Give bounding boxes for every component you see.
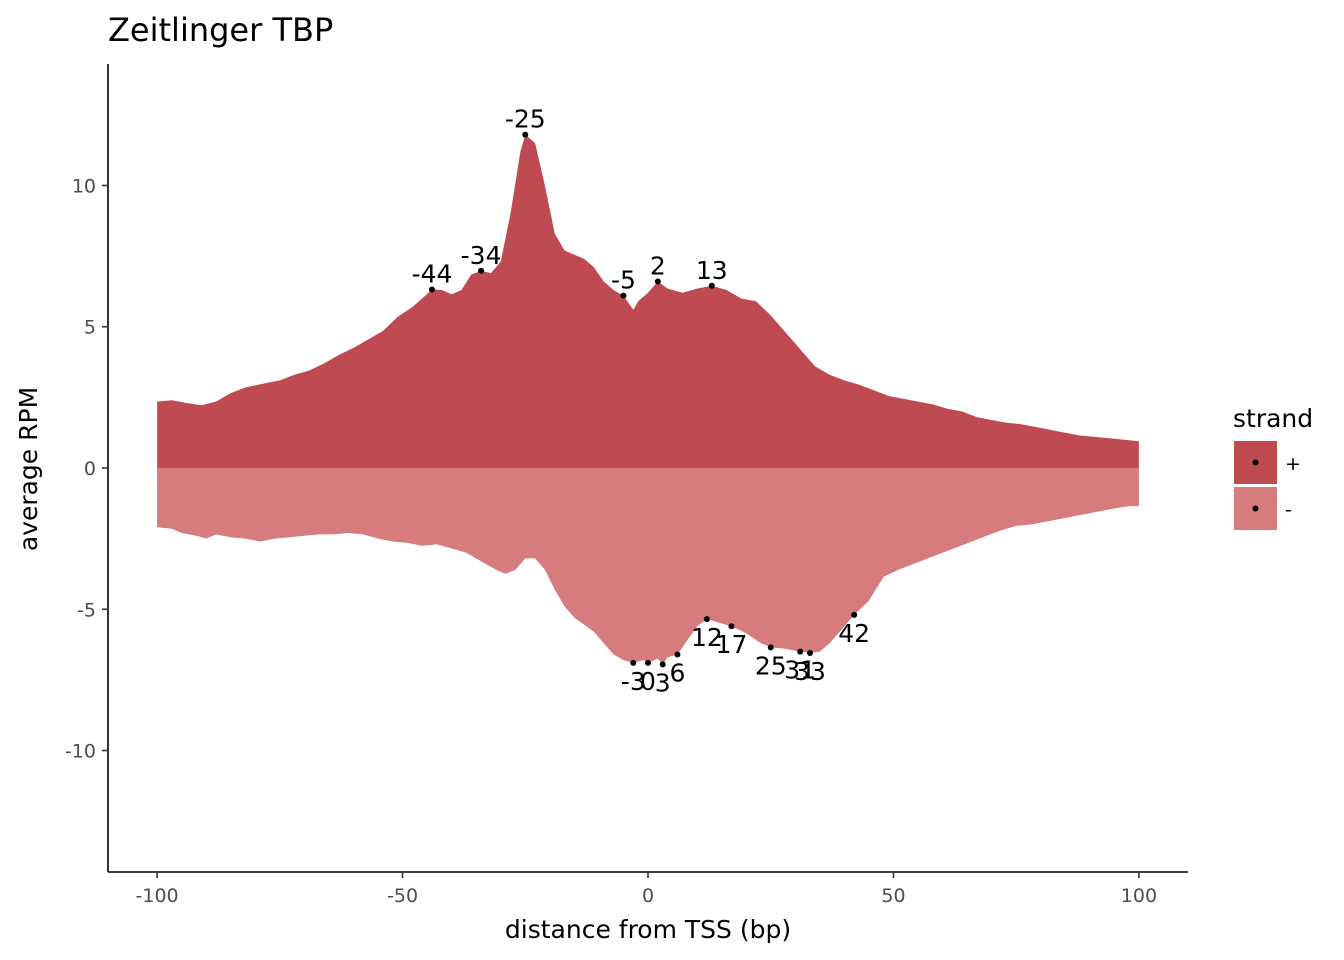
x-tick-label: -50 [387, 885, 418, 907]
plot-areas [157, 134, 1139, 665]
peak-point [807, 650, 813, 657]
peak-point [630, 659, 637, 666]
peak-point [797, 648, 804, 655]
legend-key-point [1252, 505, 1259, 512]
peak-label: 42 [838, 619, 870, 648]
peak-point [767, 644, 774, 651]
y-tick-label: 0 [84, 458, 96, 480]
peak-label: 6 [670, 658, 686, 687]
y-tick-label: -5 [77, 599, 96, 621]
peak-point [674, 651, 681, 658]
area-series-minus [157, 468, 1139, 665]
peak-point [659, 661, 666, 668]
y-axis-title: average RPM [14, 387, 43, 551]
peak-point [478, 267, 485, 274]
legend-key-point [1252, 459, 1259, 466]
peak-label: 12 [691, 623, 723, 652]
peak-point [620, 292, 627, 299]
peak-label: 2 [650, 252, 666, 281]
peak-label: 17 [716, 630, 748, 659]
peak-label: 0 [640, 667, 656, 696]
chart-title: Zeitlinger TBP [108, 11, 333, 49]
x-tick-label: 0 [642, 885, 654, 907]
legend-title: strand [1233, 404, 1313, 433]
peak-point [851, 611, 858, 618]
peak-point [654, 278, 661, 285]
peak-label: -25 [505, 105, 546, 134]
peak-label: 13 [696, 256, 728, 285]
peak-point [728, 623, 735, 630]
peak-label: -34 [461, 241, 502, 270]
legend: strand + - [1233, 404, 1313, 530]
x-tick-label: 100 [1121, 885, 1157, 907]
peak-label: 25 [755, 651, 787, 680]
x-axis-title: distance from TSS (bp) [505, 915, 791, 944]
area-series-plus [157, 134, 1139, 468]
peak-label: 31 [784, 656, 816, 685]
peak-point [703, 616, 710, 623]
x-tick-label: -100 [136, 885, 179, 907]
peak-label: 33 [794, 657, 826, 686]
peak-label: -3 [621, 667, 646, 696]
y-tick-label: 10 [72, 175, 96, 197]
peak-point [708, 282, 715, 289]
peak-point [522, 131, 529, 138]
x-tick-label: 50 [881, 885, 905, 907]
legend-label: - [1285, 499, 1292, 521]
peak-point [429, 286, 435, 293]
y-tick-label: -10 [65, 741, 96, 763]
legend-label: + [1285, 453, 1301, 475]
peak-label: 3 [655, 668, 671, 697]
peak-label: -5 [611, 266, 636, 295]
y-tick-label: 5 [84, 317, 96, 339]
peak-point [645, 659, 651, 666]
peak-label: -44 [412, 259, 453, 288]
